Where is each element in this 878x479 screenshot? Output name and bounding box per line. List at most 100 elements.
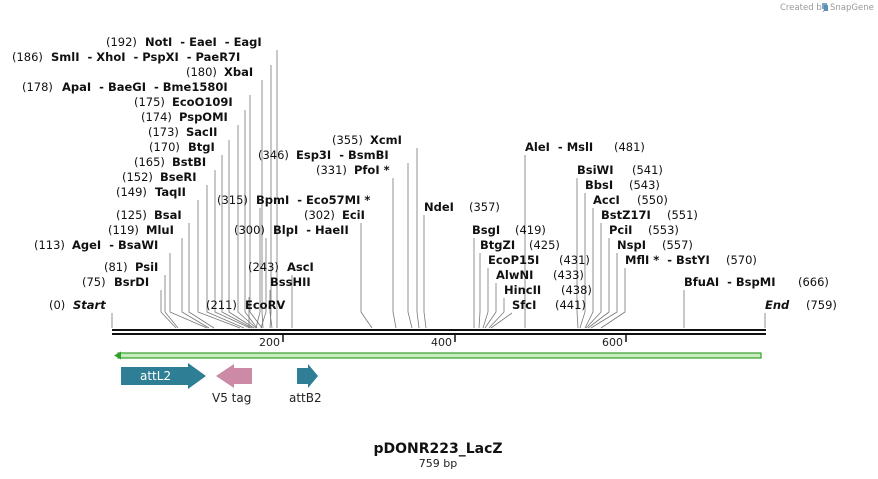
site-position-alwNI: (433) [553, 268, 584, 282]
site-name-mflI[interactable]: MflI * - BstYI [625, 253, 710, 267]
site-position-end: (759) [806, 298, 837, 312]
site-name-bfuAI[interactable]: BfuAI - BspMI [684, 275, 775, 289]
feature-v5-tag[interactable] [216, 364, 252, 388]
site-name-ecoP15I[interactable]: EcoP15I [488, 253, 539, 267]
site-position-accI: (550) [637, 193, 668, 207]
leader-line-hincII [488, 298, 505, 329]
leader-line-bsrDI [160, 290, 177, 329]
site-name-pciI[interactable]: PciI [609, 223, 632, 237]
site-name-blpI[interactable]: BlpI - HaeII [273, 223, 349, 237]
site-position-ageI: (113) [34, 238, 65, 252]
site-name-ecoO109I[interactable]: EcoO109I [172, 95, 233, 109]
site-name-taqII[interactable]: TaqII [155, 185, 186, 199]
site-name-bssHII[interactable]: BssHII [270, 275, 311, 289]
site-name-hincII[interactable]: HincII [504, 283, 541, 297]
site-name-esp3I[interactable]: Esp3I - BsmBI [296, 148, 389, 162]
site-name-psiI[interactable]: PsiI [135, 260, 158, 274]
site-name-bstZ17I[interactable]: BstZ17I [601, 208, 651, 222]
site-name-bsgI[interactable]: BsgI [472, 223, 500, 237]
site-name-pspOMI[interactable]: PspOMI [179, 110, 228, 124]
site-position-apaI: (178) [22, 80, 53, 94]
leader-line-taqII [197, 200, 241, 329]
site-name-sacII[interactable]: SacII [186, 125, 217, 139]
orf-arrow[interactable] [114, 351, 762, 360]
site-name-pfoI[interactable]: PfoI * [354, 163, 390, 177]
credit-brand: SnapGene [830, 3, 874, 13]
site-position-esp3I: (346) [258, 148, 289, 162]
site-position-ecoO109I: (175) [134, 95, 165, 109]
leader-line-bssHII [269, 290, 273, 329]
site-name-notI[interactable]: NotI - EaeI - EagI [145, 35, 262, 49]
site-position-xcmI: (355) [332, 133, 363, 147]
leader-line-esp3I [407, 163, 413, 329]
site-name-ndeI[interactable]: NdeI [424, 200, 454, 214]
site-name-btgZI[interactable]: BtgZI [480, 238, 515, 252]
site-position-start: (0) [49, 298, 65, 312]
tick-label-600: 600 [602, 336, 623, 349]
site-name-accI[interactable]: AccI [593, 193, 620, 207]
leader-line-psiI [164, 275, 179, 329]
leader-line-bbsI [579, 193, 586, 329]
site-name-bsaI[interactable]: BsaI [154, 208, 182, 222]
site-position-aleI: (481) [614, 140, 645, 154]
site-position-mflI: (570) [726, 253, 757, 267]
site-name-ageI[interactable]: AgeI - BsaWI [72, 238, 158, 252]
leader-line-mluI [181, 238, 210, 329]
feature-attL2[interactable]: attL2 [121, 363, 206, 389]
tick-label-400: 400 [431, 336, 452, 349]
site-name-start[interactable]: Start [73, 298, 106, 312]
site-name-bsrDI[interactable]: BsrDI [114, 275, 149, 289]
site-position-bsiWI: (541) [632, 163, 663, 177]
site-name-nspI[interactable]: NspI [617, 238, 646, 252]
leader-line-mflI [600, 268, 626, 329]
site-name-btgI[interactable]: BtgI [188, 140, 215, 154]
leader-line-pciI [587, 238, 610, 329]
site-name-xcmI[interactable]: XcmI [370, 133, 402, 147]
leader-line-nspI [590, 253, 618, 329]
site-name-ecoRV[interactable]: EcoRV [245, 298, 285, 312]
site-name-bsiWI[interactable]: BsiWI [577, 163, 614, 177]
leader-line-bsiWI [576, 178, 579, 329]
site-name-end[interactable]: End [765, 298, 790, 312]
site-name-bpmI[interactable]: BpmI - Eco57MI * [256, 193, 370, 207]
site-position-sfcI: (441) [555, 298, 586, 312]
site-name-smlI[interactable]: SmlI - XhoI - PspXI - PaeR7I [51, 50, 240, 64]
credit-prefix: Created by [780, 3, 827, 13]
site-name-bbsI[interactable]: BbsI [585, 178, 613, 192]
leader-line-btgI [221, 155, 253, 329]
site-position-bbsI: (543) [629, 178, 660, 192]
site-name-alwNI[interactable]: AlwNI [496, 268, 533, 282]
leader-line-pspOMI [237, 125, 257, 329]
site-name-eciI[interactable]: EciI [342, 208, 365, 222]
sequence-ruler [112, 329, 766, 342]
site-position-bsrDI: (75) [82, 275, 106, 289]
leader-line-bstBI [214, 170, 251, 329]
leader-line-blpI [260, 238, 267, 329]
site-position-nspI: (557) [662, 238, 693, 252]
site-position-blpI: (300) [234, 223, 265, 237]
site-name-aleI[interactable]: AleI - MslI [525, 140, 593, 154]
site-name-apaI[interactable]: ApaI - BaeGI - Bme1580I [62, 80, 228, 94]
feature-attB2[interactable] [297, 364, 318, 388]
leader-line-apaI [249, 95, 263, 329]
leader-line-accI [584, 208, 594, 329]
site-name-mluI[interactable]: MluI [146, 223, 174, 237]
site-position-hincII: (438) [561, 283, 592, 297]
plasmid-length: 759 bp [419, 457, 457, 470]
leader-line-sacII [228, 140, 255, 329]
site-position-ecoRV: (211) [206, 298, 237, 312]
leader-line-bseRI [206, 185, 245, 329]
site-name-ascI[interactable]: AscI [287, 260, 314, 274]
restriction-site-labels: (192) NotI - EaeI - EagI (186) SmlI - XhoI … [12, 35, 837, 312]
site-position-sacII: (173) [148, 125, 179, 139]
site-position-pspOMI: (174) [141, 110, 172, 124]
site-name-sfcI[interactable]: SfcI [512, 298, 536, 312]
site-position-bstZ17I: (551) [667, 208, 698, 222]
site-position-bsaI: (125) [116, 208, 147, 222]
site-name-bseRI[interactable]: BseRI [160, 170, 197, 184]
site-name-bstBI[interactable]: BstBI [172, 155, 206, 169]
site-name-xbaI[interactable]: XbaI [224, 65, 253, 79]
site-position-bseRI: (152) [122, 170, 153, 184]
site-position-pfoI: (331) [316, 163, 347, 177]
